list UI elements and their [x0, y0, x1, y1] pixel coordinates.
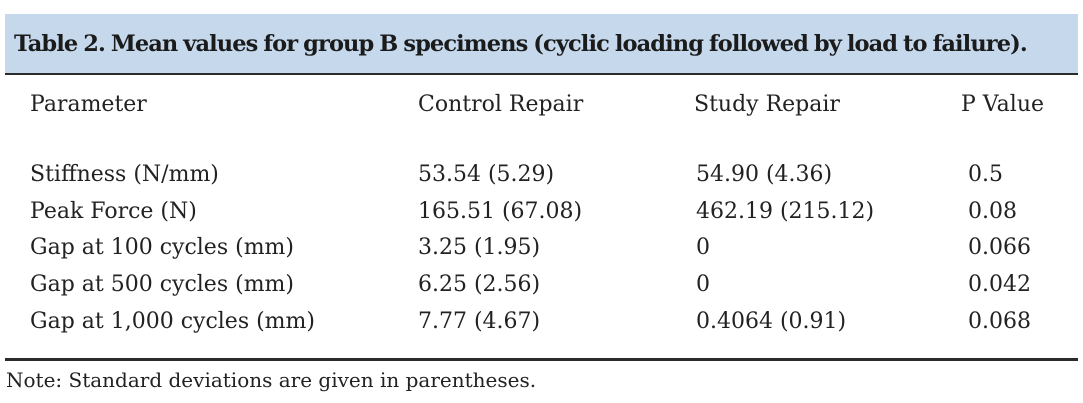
row-1-study: 54.90 (4.36): [696, 162, 833, 187]
row-2-parameter: Peak Force (N): [30, 199, 197, 224]
table-bottom-rule: [5, 358, 1078, 361]
row-2-p-value: 0.08: [968, 199, 1017, 224]
row-5-control: 7.77 (4.67): [418, 309, 541, 334]
row-2-study: 462.19 (215.12): [696, 199, 875, 224]
table-note: Note: Standard deviations are given in p…: [6, 368, 537, 392]
row-3-study: 0: [696, 235, 710, 260]
row-1-control: 53.54 (5.29): [418, 162, 555, 187]
row-3-control: 3.25 (1.95): [418, 235, 541, 260]
row-5-study: 0.4064 (0.91): [696, 309, 847, 334]
header-p-value: P Value: [961, 92, 1045, 117]
row-3-parameter: Gap at 100 cycles (mm): [30, 235, 294, 260]
header-parameter: Parameter: [30, 92, 147, 117]
table-title-bar: Table 2. Mean values for group B specime…: [5, 14, 1078, 73]
header-control-repair: Control Repair: [418, 92, 584, 117]
row-4-p-value: 0.042: [968, 272, 1031, 297]
table-top-rule: [5, 73, 1078, 75]
row-3-p-value: 0.066: [968, 235, 1031, 260]
row-1-p-value: 0.5: [968, 162, 1003, 187]
row-2-control: 165.51 (67.08): [418, 199, 583, 224]
row-1-parameter: Stiffness (N/mm): [30, 162, 219, 187]
table-title: Table 2. Mean values for group B specime…: [14, 30, 1028, 57]
row-4-control: 6.25 (2.56): [418, 272, 541, 297]
row-4-study: 0: [696, 272, 710, 297]
header-study-repair: Study Repair: [694, 92, 840, 117]
row-5-p-value: 0.068: [968, 309, 1031, 334]
row-5-parameter: Gap at 1,000 cycles (mm): [30, 309, 315, 334]
row-4-parameter: Gap at 500 cycles (mm): [30, 272, 294, 297]
